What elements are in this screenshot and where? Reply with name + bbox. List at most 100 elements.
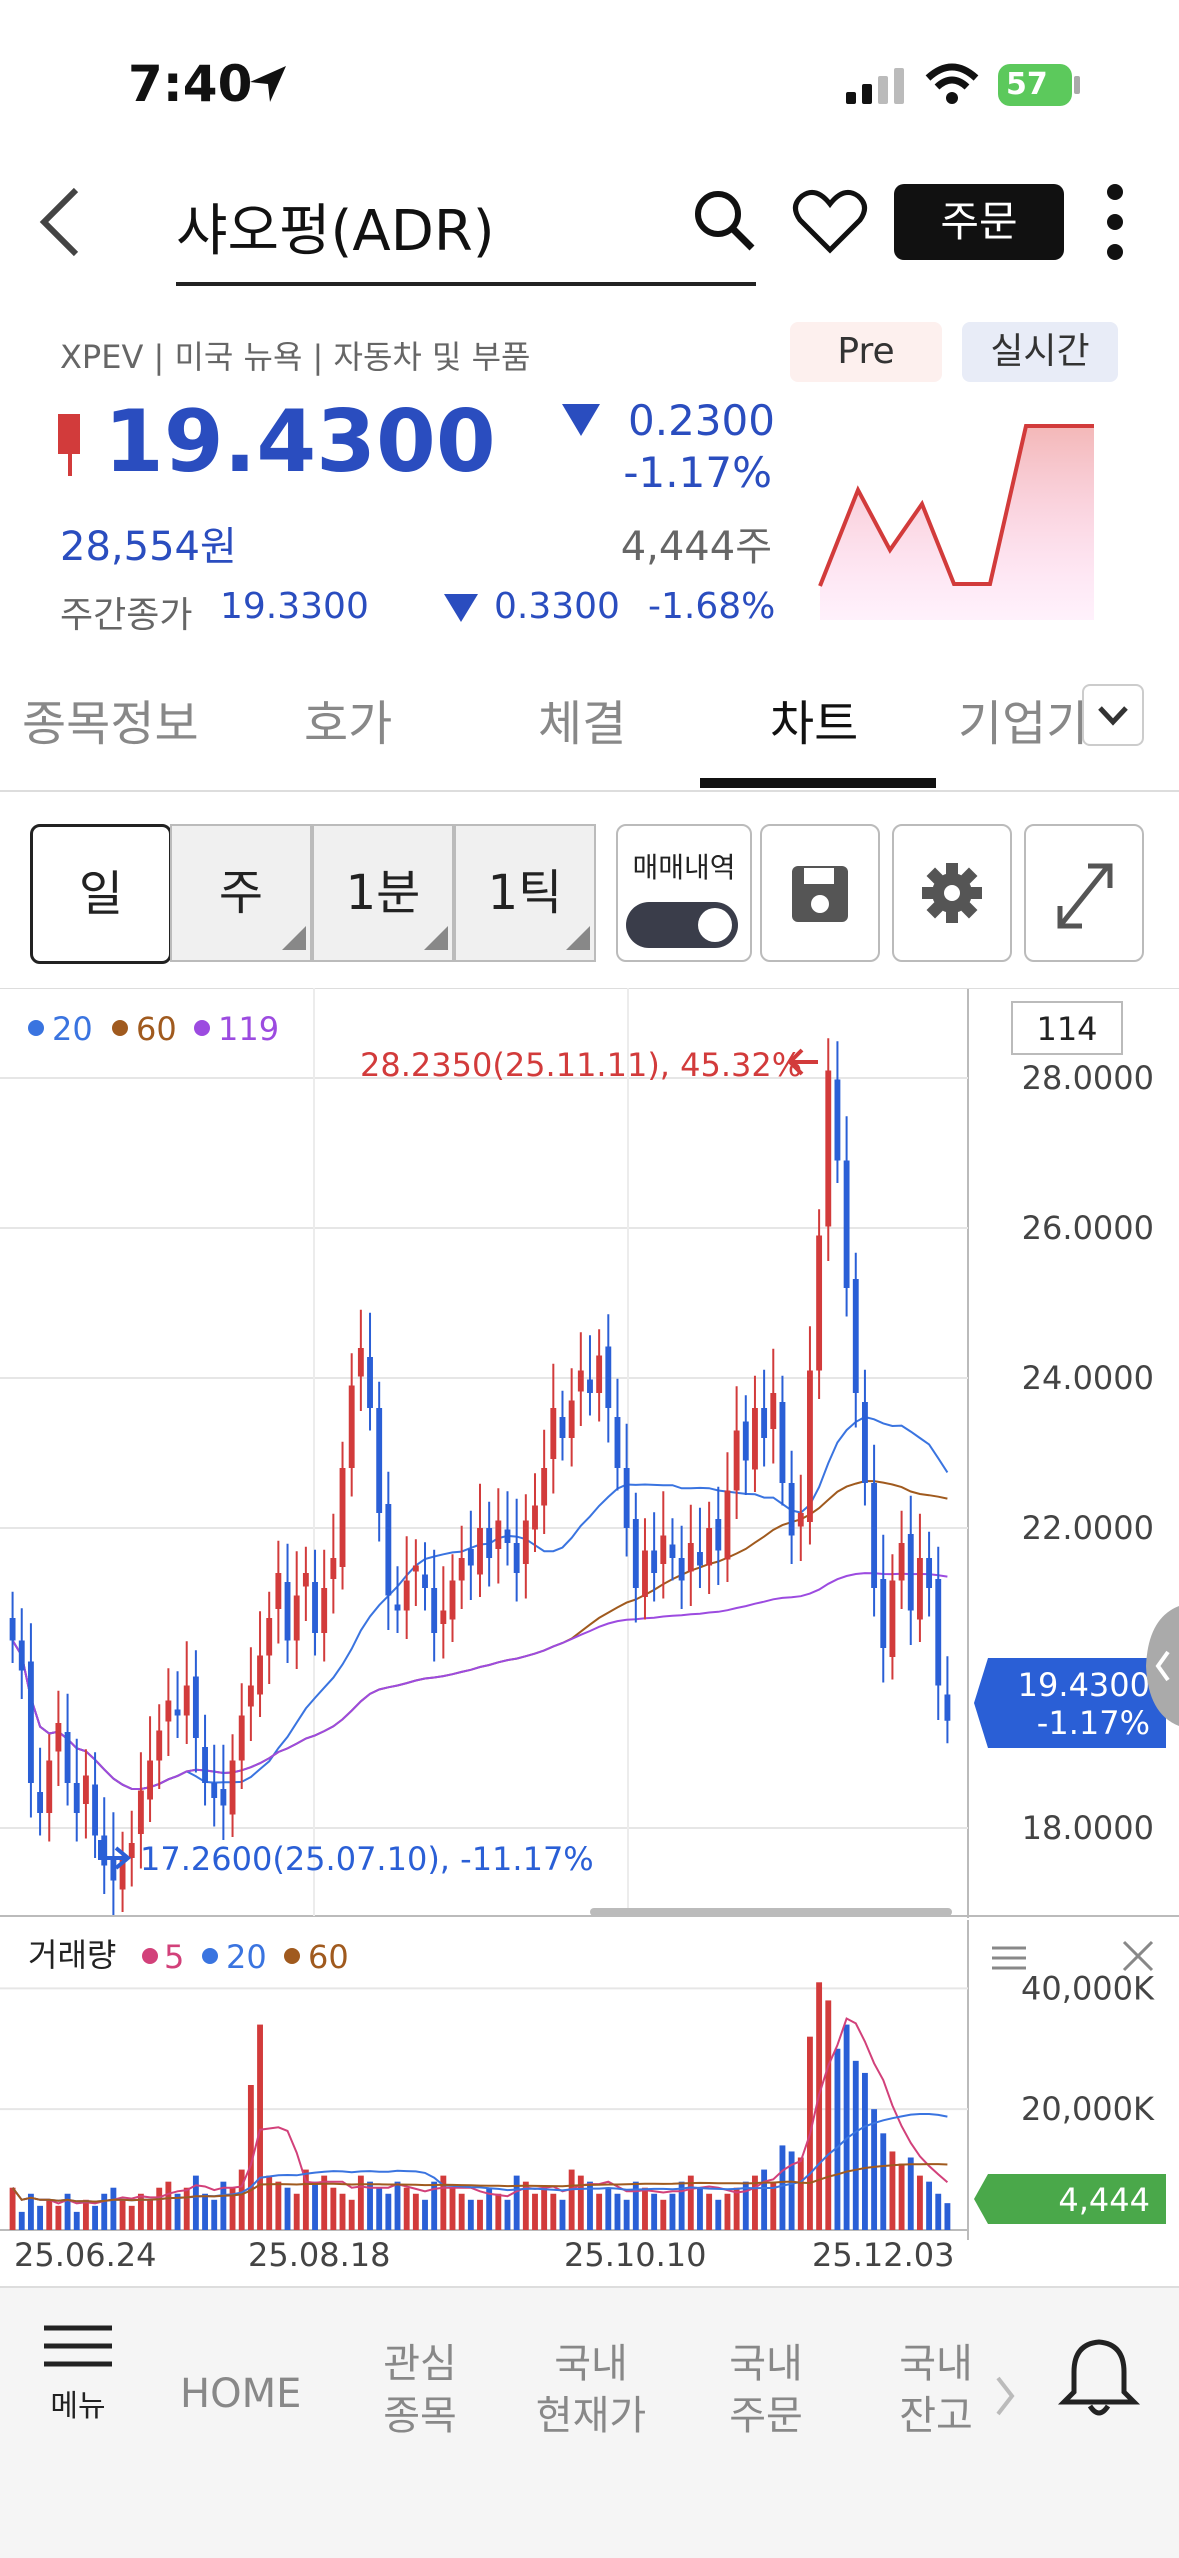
volume-tick-label: 20,000K bbox=[1021, 2090, 1155, 2128]
tab-expand-button[interactable] bbox=[1082, 684, 1144, 746]
volume-bar bbox=[587, 2181, 593, 2230]
favorite-heart-icon[interactable] bbox=[790, 186, 870, 256]
volume-bar bbox=[55, 2205, 62, 2230]
price-chart[interactable]: 28.0000 26.0000 24.0000 22.0000 18.0000 … bbox=[0, 988, 1179, 1918]
tab-orderbook[interactable]: 호가 bbox=[304, 696, 393, 752]
more-menu-icon[interactable] bbox=[1100, 180, 1130, 264]
volume-bar bbox=[550, 2193, 557, 2230]
tab-trades[interactable]: 체결 bbox=[538, 696, 627, 752]
realtime-badge[interactable]: 실시간 bbox=[962, 322, 1118, 382]
candle bbox=[27, 1623, 34, 1818]
volume-bar bbox=[431, 2181, 438, 2230]
candle bbox=[220, 1744, 227, 1840]
volume-bar bbox=[495, 2193, 502, 2230]
candle bbox=[742, 1395, 749, 1495]
volume-menu-icon[interactable] bbox=[992, 1946, 1026, 1970]
volume-bar bbox=[669, 2193, 676, 2230]
period-week-button[interactable]: 주 bbox=[170, 824, 312, 962]
pre-badge[interactable]: Pre bbox=[790, 322, 942, 382]
nav-home[interactable]: HOME bbox=[180, 2371, 302, 2417]
volume-bar bbox=[119, 2199, 126, 2230]
volume-bar bbox=[742, 2181, 749, 2230]
volume-ma5-line bbox=[11, 2017, 949, 2205]
tab-stock-info[interactable]: 종목정보 bbox=[22, 696, 199, 752]
period-1min-button[interactable]: 1분 bbox=[312, 824, 454, 962]
candle bbox=[504, 1491, 511, 1566]
volume-bar bbox=[623, 2199, 630, 2230]
tab-company[interactable]: 기업가 bbox=[958, 696, 1088, 752]
volume-bar bbox=[128, 2205, 135, 2230]
price-indicator-icon bbox=[58, 414, 80, 454]
battery-icon: 57 bbox=[998, 64, 1072, 106]
volume-bar bbox=[110, 2187, 117, 2230]
chart-scrollbar[interactable] bbox=[590, 1908, 952, 1916]
corner-mark bbox=[282, 926, 306, 950]
candle bbox=[935, 1546, 942, 1720]
legend-ma20: 20 bbox=[52, 1010, 93, 1048]
period-1tick-button[interactable]: 1틱 bbox=[454, 824, 596, 962]
volume-bar bbox=[532, 2193, 538, 2230]
nav-watchlist[interactable]: 관심 종목 bbox=[383, 2341, 457, 2439]
nav-domestic-order[interactable]: 국내 주문 bbox=[729, 2341, 803, 2439]
y-tick-label: 28.0000 bbox=[1022, 1059, 1154, 1097]
nav-domestic-price[interactable]: 국내 현재가 bbox=[535, 2341, 647, 2439]
legend-ma119: 119 bbox=[218, 1010, 279, 1048]
fullscreen-button[interactable] bbox=[1024, 824, 1144, 962]
legend-vol-ma20: 20 bbox=[226, 1938, 267, 1976]
candle bbox=[898, 1510, 905, 1609]
candle bbox=[807, 1326, 813, 1545]
candle bbox=[687, 1504, 694, 1606]
volume-bar bbox=[257, 2024, 263, 2230]
settings-button[interactable] bbox=[892, 824, 1012, 962]
search-icon[interactable] bbox=[690, 186, 760, 256]
candle bbox=[788, 1450, 795, 1564]
candle bbox=[797, 1474, 804, 1561]
trade-history-label: 매매내역 bbox=[632, 851, 736, 884]
volume-ma60-line bbox=[11, 2163, 948, 2203]
volume-bar bbox=[183, 2187, 190, 2230]
y-tick-label: 24.0000 bbox=[1022, 1359, 1154, 1397]
candle bbox=[385, 1471, 392, 1630]
trade-history-toggle[interactable]: 매매내역 bbox=[616, 824, 752, 962]
candle bbox=[467, 1510, 474, 1600]
candle bbox=[779, 1375, 786, 1506]
candle bbox=[587, 1335, 593, 1416]
candle bbox=[367, 1312, 373, 1431]
candle bbox=[559, 1390, 566, 1461]
volume-bar bbox=[834, 2048, 841, 2230]
chevron-right-icon[interactable] bbox=[990, 2368, 1020, 2424]
tab-chart[interactable]: 차트 bbox=[770, 696, 859, 752]
stock-search-field[interactable] bbox=[176, 176, 756, 286]
period-day-button[interactable]: 일 bbox=[30, 824, 172, 964]
volume-bar bbox=[46, 2199, 53, 2230]
location-arrow-icon bbox=[250, 66, 286, 102]
day-change-pct: -1.68% bbox=[648, 586, 776, 627]
volume-bar bbox=[779, 2145, 786, 2230]
toggle-switch[interactable] bbox=[626, 902, 738, 948]
candle bbox=[312, 1549, 318, 1656]
volume-bar bbox=[697, 2187, 703, 2230]
save-button[interactable] bbox=[760, 824, 880, 962]
volume-bar bbox=[137, 2193, 144, 2230]
back-arrow-icon[interactable] bbox=[36, 182, 86, 262]
side-drawer-handle[interactable] bbox=[1146, 1606, 1179, 1726]
candle bbox=[422, 1542, 428, 1611]
candle bbox=[156, 1704, 163, 1789]
volume-chart[interactable]: 거래량 5 20 60 40,000K 20,000K 4,444 bbox=[0, 1920, 1179, 2240]
legend-ma60: 60 bbox=[136, 1010, 177, 1048]
volume-bar bbox=[724, 2193, 731, 2230]
y-tick-label: 22.0000 bbox=[1022, 1509, 1154, 1547]
nav-domestic-balance[interactable]: 국내 잔고 bbox=[899, 2341, 973, 2439]
candle bbox=[275, 1540, 282, 1644]
value-box bbox=[1011, 1001, 1123, 1055]
volume-bar bbox=[513, 2175, 520, 2230]
legend-ma60-dot bbox=[112, 1020, 128, 1036]
bell-icon[interactable] bbox=[1054, 2332, 1144, 2422]
candle bbox=[449, 1554, 456, 1642]
volume-close-icon[interactable] bbox=[1122, 1940, 1154, 1972]
candle bbox=[770, 1348, 777, 1464]
nav-menu[interactable]: 메뉴 bbox=[36, 2322, 120, 2427]
order-button[interactable]: 주문 bbox=[894, 184, 1064, 260]
candle bbox=[302, 1546, 309, 1621]
low-annotation: 17.2600(25.07.10), -11.17% bbox=[140, 1840, 594, 1878]
